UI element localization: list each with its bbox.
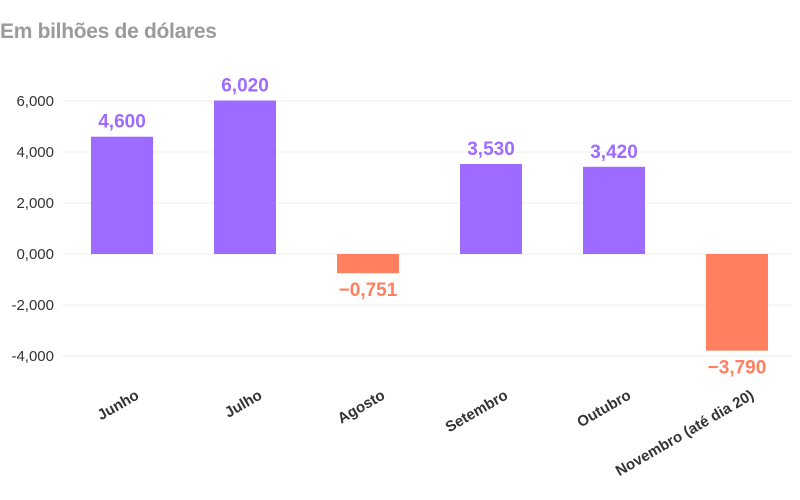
x-tick-label: Agosto xyxy=(335,387,388,428)
gridlines xyxy=(62,100,792,357)
bars xyxy=(91,100,768,351)
x-tick-label: Novembro (até dia 20) xyxy=(613,387,757,480)
data-label: 6,020 xyxy=(221,75,269,96)
bar xyxy=(337,254,399,274)
y-tick-label: -2,000 xyxy=(11,297,54,314)
y-tick-label: 0,000 xyxy=(16,246,54,263)
value-labels: 4,600 6,020 −0,751 3,530 3,420 −3,790 xyxy=(98,75,766,378)
y-tick-label: 4,000 xyxy=(16,144,54,161)
bar xyxy=(214,100,276,255)
y-tick-label: 2,000 xyxy=(16,195,54,212)
x-tick-label: Junho xyxy=(95,387,142,424)
data-label: −3,790 xyxy=(708,358,767,379)
y-tick-label: -4,000 xyxy=(11,348,54,365)
chart-subtitle: Em bilhões de dólares xyxy=(0,20,217,43)
x-tick-label: Outubro xyxy=(574,387,634,431)
bar xyxy=(583,166,645,254)
data-label: 3,420 xyxy=(590,142,638,163)
data-label: 4,600 xyxy=(98,112,146,133)
data-label: −0,751 xyxy=(339,280,398,301)
x-axis-labels: Junho Julho Agosto Setembro OutubroNovembro … xyxy=(95,387,757,480)
data-label: 3,530 xyxy=(467,139,515,160)
y-axis-ticks: 6,000 4,000 2,000 0,000 -2,000 -4,000 xyxy=(11,93,54,365)
bar xyxy=(706,254,768,351)
bar xyxy=(91,136,153,254)
x-tick-label: Setembro xyxy=(443,387,511,436)
bar xyxy=(460,163,522,254)
y-tick-label: 6,000 xyxy=(16,93,54,110)
x-tick-label: Julho xyxy=(222,387,265,422)
